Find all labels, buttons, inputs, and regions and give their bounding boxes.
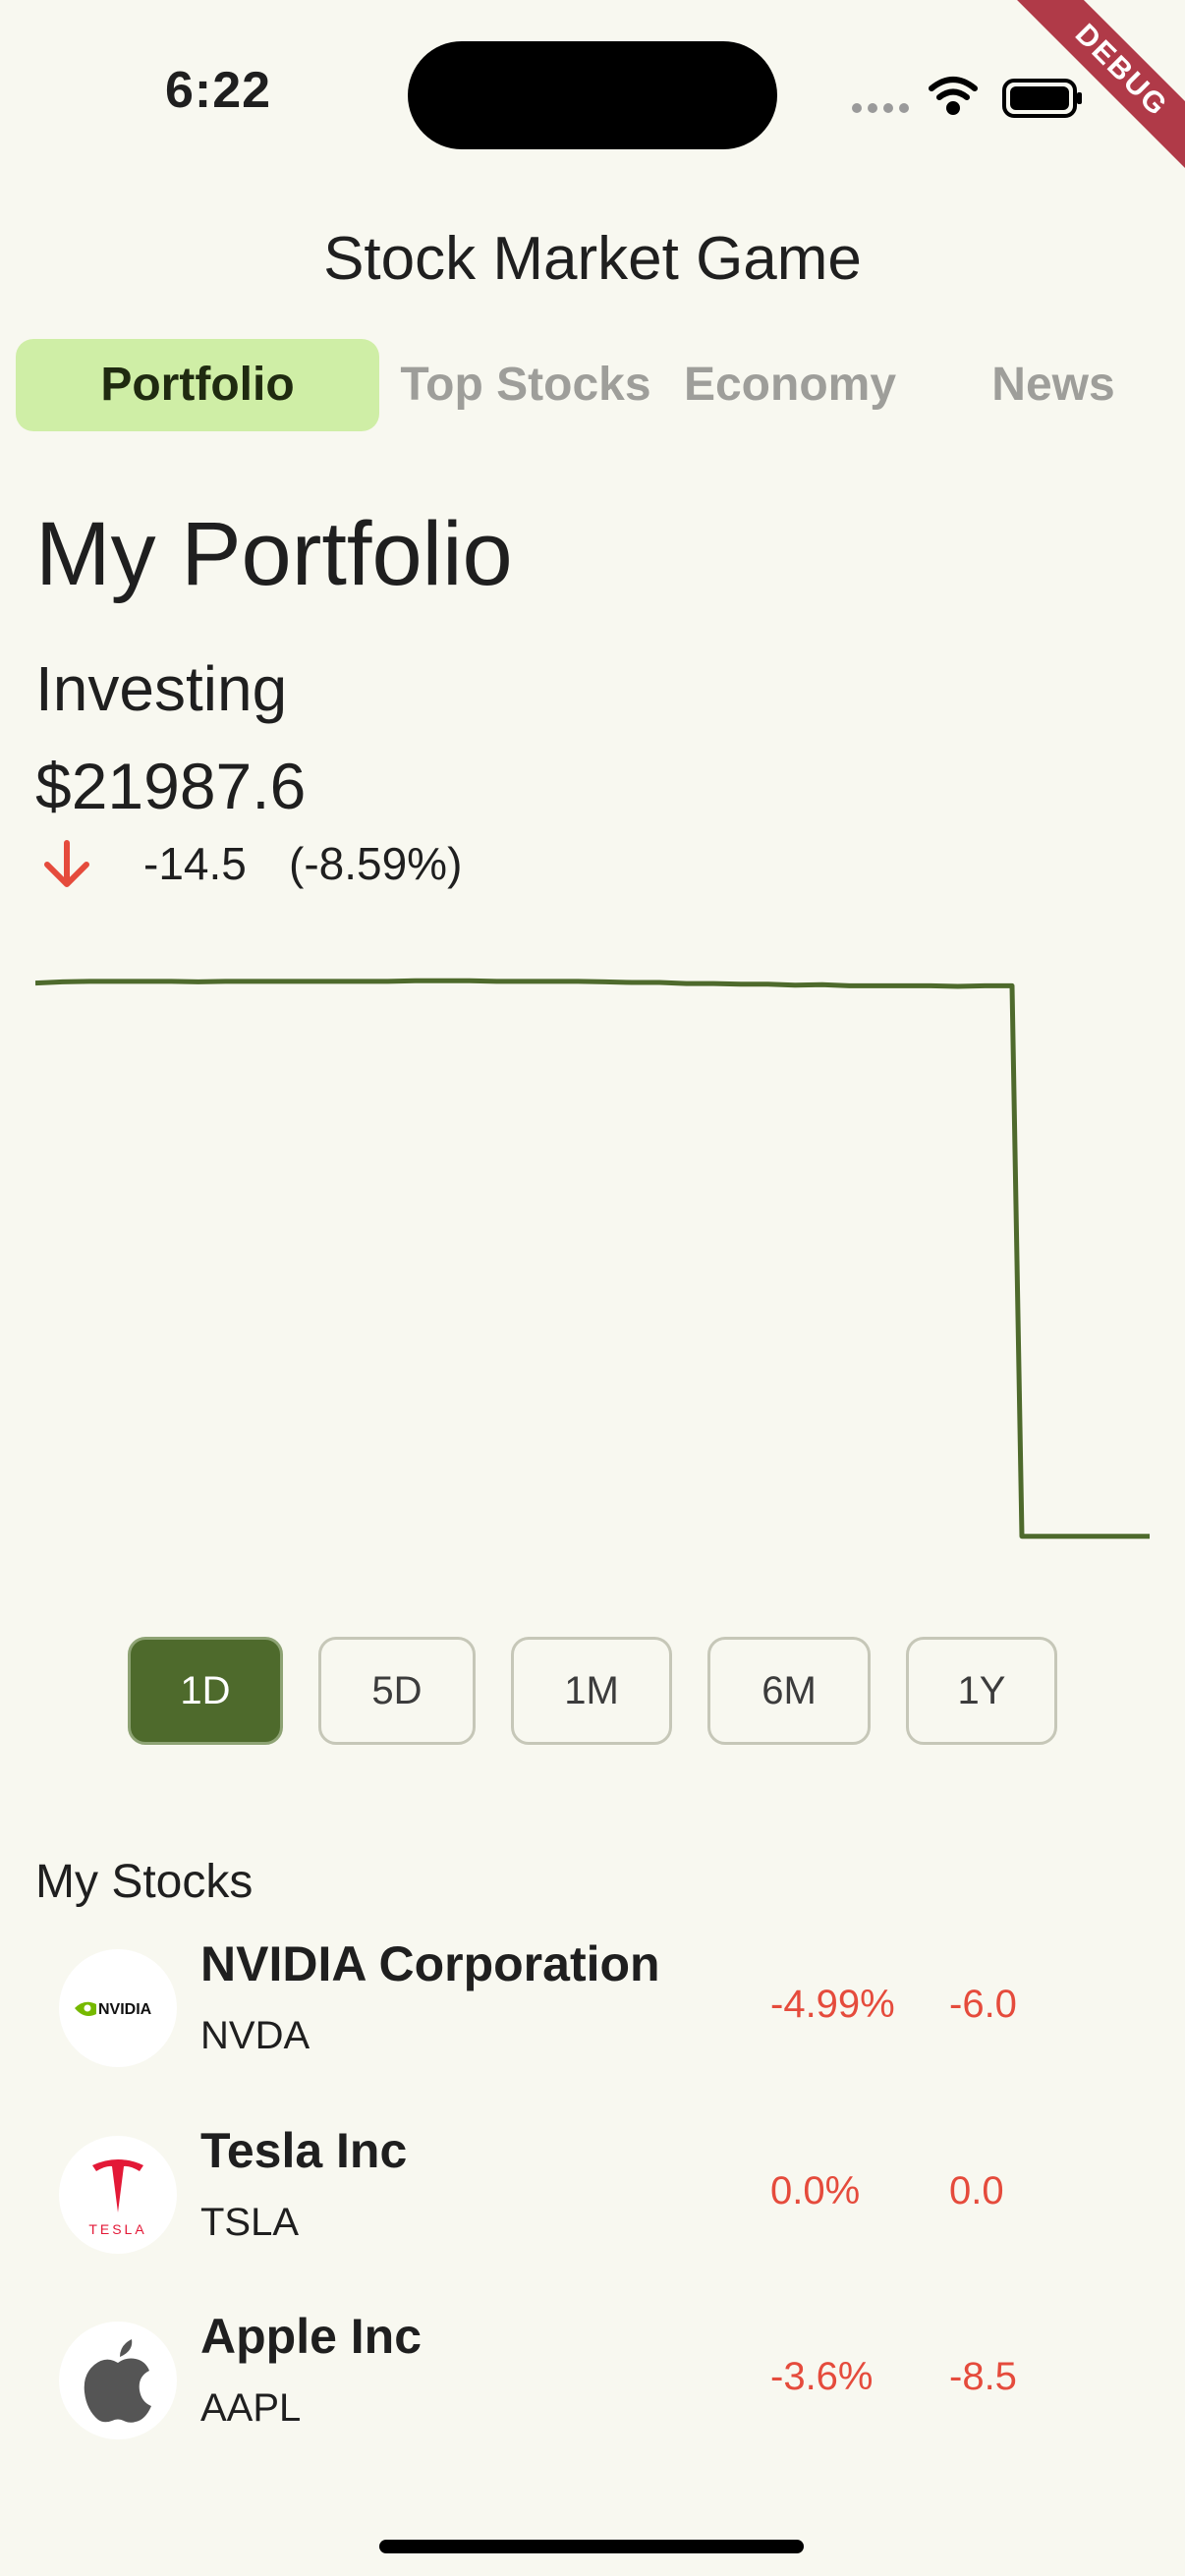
tesla-logo-icon: TESLA	[59, 2136, 177, 2254]
stock-name: Tesla Inc	[200, 2123, 408, 2178]
my-stocks-heading: My Stocks	[35, 1856, 254, 1908]
dynamic-island	[408, 41, 777, 149]
nvidia-logo-text: NVIDIA	[98, 2001, 152, 2018]
stock-percent-change: 0.0%	[770, 2169, 861, 2212]
investing-label: Investing	[35, 653, 288, 724]
tesla-logo-text: TESLA	[88, 2221, 146, 2237]
status-time: 6:22	[165, 62, 272, 119]
arrow-down-icon	[44, 840, 89, 887]
page-title: My Portfolio	[35, 504, 513, 604]
apple-logo-icon	[59, 2322, 177, 2439]
range-button-5d[interactable]: 5D	[318, 1637, 476, 1745]
portfolio-change-amount: -14.5	[143, 838, 247, 889]
nvidia-logo-icon: NVIDIA	[59, 1949, 177, 2067]
battery-icon	[1002, 79, 1082, 118]
wifi-icon	[929, 77, 978, 115]
stock-row-aapl[interactable]: Apple Inc AAPL -3.6% -8.5	[35, 2300, 1150, 2477]
portfolio-line-chart[interactable]	[35, 963, 1150, 1552]
tab-portfolio[interactable]: Portfolio	[16, 339, 379, 431]
stock-ticker: NVDA	[200, 2014, 310, 2057]
stock-row-nvda[interactable]: NVIDIA NVIDIA Corporation NVDA -4.99% -6…	[35, 1928, 1150, 2104]
stock-ticker: AAPL	[200, 2386, 302, 2430]
range-button-1m[interactable]: 1M	[511, 1637, 672, 1745]
range-button-1y[interactable]: 1Y	[906, 1637, 1057, 1745]
chart-series-line	[35, 978, 1150, 1540]
stock-value-change: 0.0	[949, 2169, 1004, 2212]
tab-top-stocks[interactable]: Top Stocks	[400, 359, 651, 411]
app-title: Stock Market Game	[323, 225, 862, 293]
debug-banner: DEBUG	[988, 0, 1185, 196]
stock-name: Apple Inc	[200, 2309, 423, 2364]
stock-row-tsla[interactable]: TESLA Tesla Inc TSLA 0.0% 0.0	[35, 2114, 1150, 2291]
stock-percent-change: -3.6%	[770, 2355, 874, 2398]
debug-banner-label: DEBUG	[999, 0, 1185, 193]
stock-value-change: -8.5	[949, 2355, 1017, 2398]
status-icons	[852, 77, 1082, 118]
stock-percent-change: -4.99%	[770, 1983, 895, 2026]
tab-news[interactable]: News	[991, 359, 1115, 411]
stock-ticker: TSLA	[200, 2201, 300, 2244]
range-button-1d[interactable]: 1D	[128, 1637, 283, 1745]
portfolio-change-percent: (-8.59%)	[289, 838, 463, 889]
cellular-icon	[852, 103, 909, 113]
portfolio-total-value: $21987.6	[35, 750, 307, 822]
range-button-6m[interactable]: 6M	[707, 1637, 871, 1745]
tab-economy[interactable]: Economy	[683, 359, 897, 411]
home-indicator	[379, 2540, 804, 2553]
stock-name: NVIDIA Corporation	[200, 1936, 660, 1991]
stock-value-change: -6.0	[949, 1983, 1017, 2026]
